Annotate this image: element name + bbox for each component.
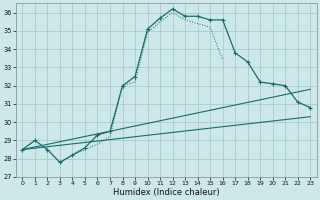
X-axis label: Humidex (Indice chaleur): Humidex (Indice chaleur) [113,188,220,197]
